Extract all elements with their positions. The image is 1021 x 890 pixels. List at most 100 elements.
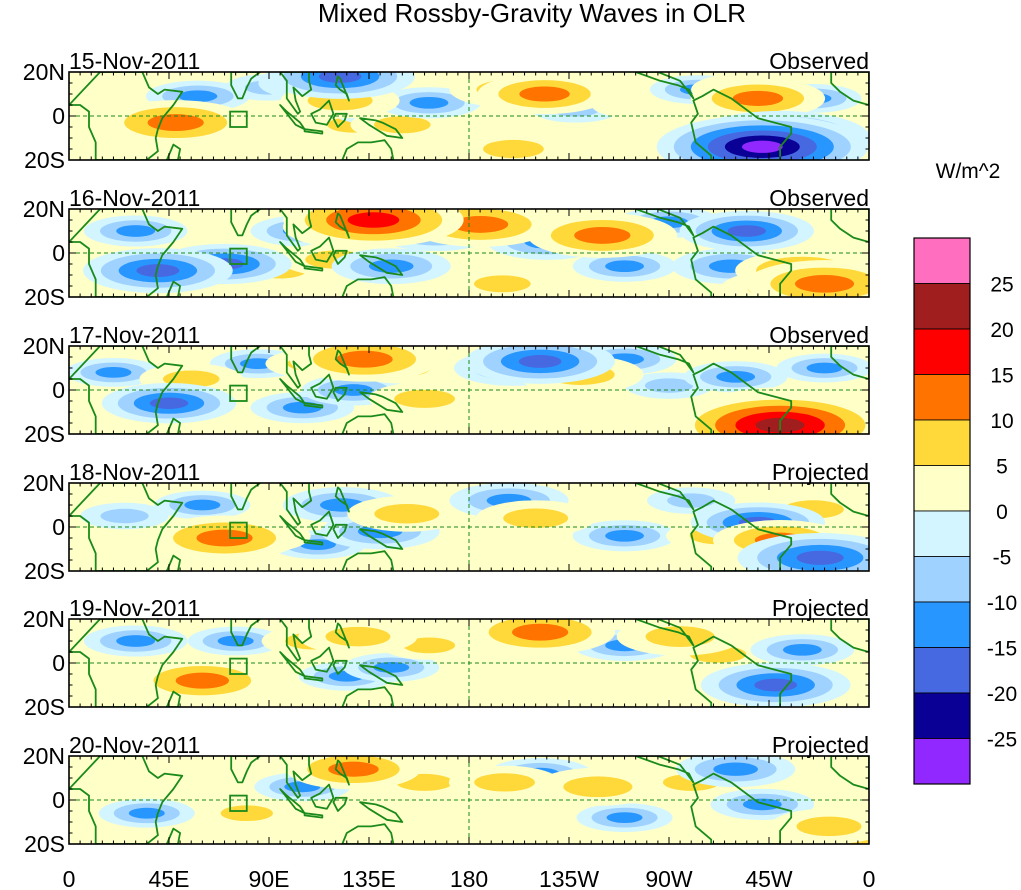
coastline bbox=[830, 346, 869, 380]
olr-anomaly-contour bbox=[95, 367, 132, 378]
coastline bbox=[830, 619, 869, 653]
coastline bbox=[279, 756, 313, 799]
colorbar-label: -10 bbox=[987, 592, 1017, 615]
coastline bbox=[359, 254, 404, 276]
coastline bbox=[230, 756, 262, 784]
coastline bbox=[279, 378, 306, 405]
figure-title: Mixed Rossby-Gravity Waves in OLR bbox=[318, 0, 746, 28]
coastline bbox=[341, 413, 395, 434]
olr-anomaly-contour bbox=[606, 812, 643, 823]
coastline bbox=[634, 756, 695, 784]
colorbar-bin bbox=[913, 328, 971, 375]
olr-anomaly-contour bbox=[175, 672, 229, 689]
lat-tick-label: 20N bbox=[23, 470, 65, 496]
ocean-box-outline bbox=[229, 521, 248, 539]
olr-anomaly-contour bbox=[402, 637, 456, 654]
olr-anomaly-contour bbox=[518, 354, 562, 368]
longitude-axis: 0 45E 90E 135E 180 135W 90W 45W 0 bbox=[63, 866, 876, 890]
coastline bbox=[310, 99, 335, 126]
coastline bbox=[303, 128, 324, 135]
olr-anomaly-contour bbox=[452, 215, 509, 233]
olr-anomaly-contour bbox=[178, 90, 218, 103]
coastline bbox=[69, 619, 184, 707]
lat-tick-label: 20S bbox=[24, 694, 65, 720]
olr-anomaly-contour bbox=[373, 662, 410, 673]
olr-anomaly-contour bbox=[336, 350, 393, 368]
lat-tick-label: 0 bbox=[52, 650, 65, 676]
olr-anomaly-contour bbox=[563, 776, 633, 798]
coastline bbox=[634, 72, 695, 100]
coastline bbox=[359, 801, 404, 823]
coastline bbox=[332, 523, 348, 539]
olr-anomaly-contour bbox=[158, 764, 247, 792]
lon-tick-label: 135E bbox=[342, 866, 396, 890]
coastline bbox=[230, 209, 262, 237]
olr-anomaly-contour bbox=[645, 626, 715, 647]
coastline bbox=[341, 550, 395, 571]
panel-status: Observed bbox=[769, 322, 869, 348]
colorbar-bin bbox=[913, 647, 971, 694]
coastline bbox=[279, 104, 306, 131]
colorbar-bin bbox=[913, 601, 971, 648]
panel-status: Observed bbox=[769, 185, 869, 211]
coastline bbox=[341, 276, 395, 297]
olr-anomaly-contour bbox=[196, 529, 253, 547]
ocean-box-outline bbox=[229, 247, 248, 265]
coastline bbox=[359, 528, 404, 550]
colorbar-bin bbox=[913, 465, 971, 512]
olr-anomaly-contour bbox=[795, 274, 855, 293]
olr-anomaly-contour bbox=[591, 91, 680, 119]
colorbar-bin bbox=[913, 556, 971, 603]
olr-anomaly-contour bbox=[605, 260, 644, 273]
colorbar-bin bbox=[913, 419, 971, 466]
lon-tick-label: 45E bbox=[149, 866, 190, 890]
olr-anomaly-contour bbox=[742, 798, 782, 811]
olr-anomaly-contour bbox=[727, 225, 766, 237]
coastline bbox=[830, 483, 869, 517]
colorbar-label: 5 bbox=[996, 456, 1008, 479]
olr-anomaly-contour bbox=[741, 140, 783, 153]
coastline bbox=[303, 812, 324, 819]
coastline bbox=[359, 391, 404, 413]
coastline bbox=[334, 349, 350, 376]
lat-tick-label: 0 bbox=[52, 377, 65, 403]
colorbar-bin bbox=[913, 237, 971, 284]
coastline bbox=[690, 772, 793, 844]
colorbar-frame bbox=[913, 237, 971, 785]
coastline bbox=[334, 212, 350, 239]
coastline bbox=[341, 686, 395, 707]
olr-anomaly-contour bbox=[754, 678, 798, 692]
colorbar-label: 20 bbox=[990, 319, 1013, 342]
olr-anomaly-contour bbox=[374, 504, 440, 524]
olr-anomaly-contour bbox=[147, 114, 204, 132]
coastline bbox=[634, 619, 695, 647]
colorbar-label: -5 bbox=[993, 547, 1012, 570]
coastline bbox=[165, 280, 182, 297]
olr-anomaly-contour bbox=[347, 212, 400, 228]
lat-tick-label: 0 bbox=[52, 240, 65, 266]
panel-status: Observed bbox=[769, 48, 869, 74]
coastline bbox=[303, 539, 324, 546]
olr-anomaly-contour bbox=[374, 116, 431, 134]
coastline bbox=[279, 619, 313, 662]
coastline bbox=[359, 664, 404, 686]
olr-anomaly-contour bbox=[605, 529, 644, 542]
coastline bbox=[279, 788, 306, 815]
coastline bbox=[332, 249, 348, 265]
lon-tick-label: 180 bbox=[450, 866, 488, 890]
lat-tick-label: 20N bbox=[23, 333, 65, 359]
map-panel: 20N 0 20S 20-Nov-2011 Projected bbox=[23, 732, 870, 857]
coastline bbox=[279, 651, 306, 678]
lat-tick-label: 20N bbox=[23, 196, 65, 222]
olr-anomaly-contour bbox=[519, 86, 570, 102]
panel-date: 15-Nov-2011 bbox=[69, 48, 200, 74]
coastline bbox=[279, 346, 313, 389]
coastline bbox=[303, 675, 324, 682]
colorbar-label: -15 bbox=[987, 638, 1017, 661]
coastline bbox=[165, 554, 182, 571]
panel-status: Projected bbox=[772, 459, 869, 485]
olr-anomaly-contour bbox=[220, 805, 273, 822]
coastline bbox=[279, 241, 306, 268]
coastline bbox=[165, 690, 182, 707]
